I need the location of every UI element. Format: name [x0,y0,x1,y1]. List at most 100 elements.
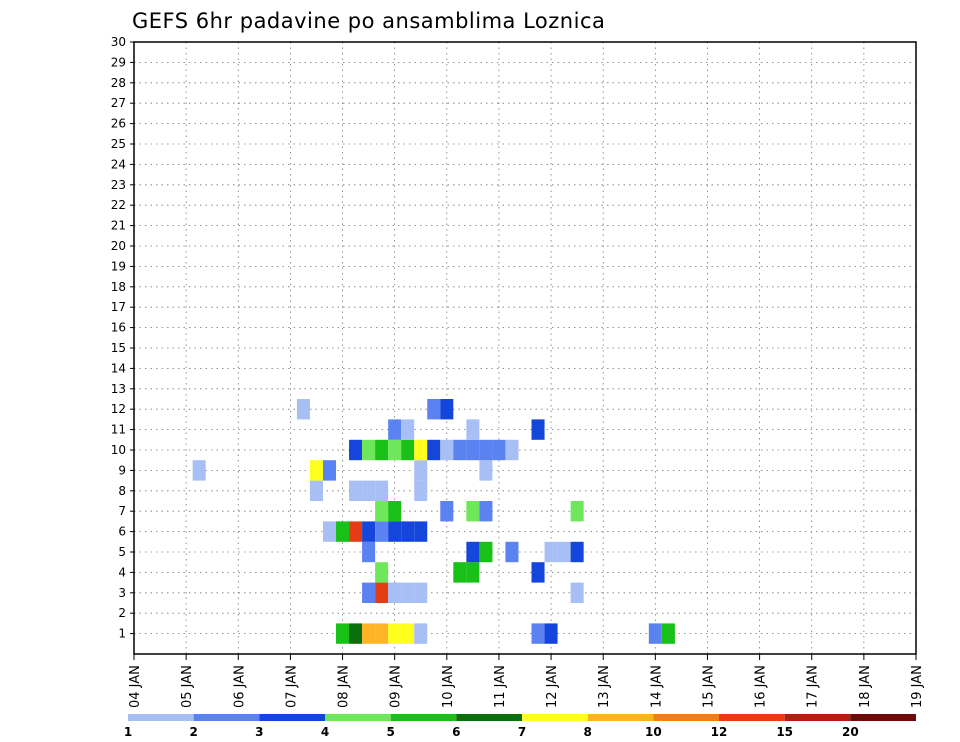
data-cell-member-8 [349,480,363,501]
color-legend: 1 2 3 4 5 6 7 8 10 12 15 20 [124,714,916,739]
data-cell-member-8 [309,480,323,501]
data-cell-member-12 [296,399,310,420]
data-cell-member-9 [479,460,493,481]
data-cell-member-10 [505,439,519,461]
x-tick-label: 14 JAN [649,665,664,708]
data-cell-member-5 [362,541,376,563]
y-tick-label: 26 [111,117,126,131]
y-tick-label: 21 [111,219,126,233]
y-tick-label: 15 [111,341,126,355]
data-cell-member-3 [375,582,389,603]
data-cell-member-6 [375,521,389,542]
y-tick-label: 23 [111,178,126,192]
data-cell-member-7 [570,501,584,522]
legend-label: 6 [452,725,460,739]
data-cell-member-7 [440,501,454,522]
data-cell-member-3 [388,582,402,603]
y-tick-label: 17 [111,300,126,314]
data-cell-member-6 [401,521,415,542]
data-cell-member-10 [375,439,389,461]
legend-label: 20 [842,725,859,739]
data-cell-member-3 [414,582,428,603]
y-tick-label: 12 [111,402,126,416]
data-cell-member-1 [414,623,428,644]
legend-label: 7 [518,725,526,739]
data-cell-member-4 [531,562,545,583]
legend-swatch [587,714,654,721]
data-cell-member-10 [479,439,493,461]
x-tick-label: 07 JAN [284,665,299,708]
data-cell-member-1 [661,623,675,644]
data-cell-member-6 [322,521,337,542]
data-cell-member-10 [388,439,402,461]
data-cell-member-11 [466,419,480,440]
legend-label: 12 [711,725,728,739]
y-tick-label: 16 [111,321,126,335]
legend-swatch [850,714,916,721]
data-cell-member-10 [492,439,506,461]
data-cell-member-1 [544,623,558,644]
data-cell-member-10 [466,439,480,461]
x-tick-label: 17 JAN [806,665,821,708]
data-cell-member-1 [362,623,376,644]
legend-swatch [719,714,785,721]
y-tick-label: 11 [111,423,126,437]
y-tick-label: 25 [111,137,126,151]
y-tick-label: 29 [111,55,126,69]
data-cell-member-3 [570,582,584,603]
x-tick-label: 16 JAN [754,665,769,708]
legend-label: 1 [124,725,132,739]
data-cell-member-6 [336,521,350,542]
data-cell-member-1 [388,623,402,644]
x-tick-label: 09 JAN [389,665,404,708]
data-cell-member-6 [388,521,402,542]
data-cell-member-7 [466,501,480,522]
y-tick-label: 20 [111,239,126,253]
y-tick-label: 10 [111,443,126,457]
y-tick-label: 1 [118,627,126,641]
legend-label: 2 [189,725,197,739]
data-cell-member-5 [557,541,571,563]
data-cell-member-9 [192,460,206,481]
y-tick-label: 8 [118,484,126,498]
y-tick-label: 13 [111,382,126,396]
y-tick-label: 19 [111,259,126,273]
legend-swatch [390,714,457,721]
legend-swatch [259,714,325,721]
data-cell-member-5 [505,541,519,563]
y-tick-label: 4 [118,565,126,579]
data-cell-member-5 [479,541,493,563]
data-cell-member-4 [375,562,389,583]
data-cell-member-3 [362,582,376,603]
data-cell-member-10 [349,439,363,461]
data-cell-member-8 [362,480,376,501]
x-tick-label: 11 JAN [493,665,508,708]
grid-lines [134,41,916,654]
data-cell-member-9 [414,460,428,481]
y-tick-label: 5 [118,545,126,559]
data-cell-member-11 [388,419,402,440]
data-cell-member-12 [427,399,441,420]
data-cell-member-5 [544,541,558,563]
x-tick-label: 12 JAN [545,665,560,708]
chart-title: GEFS 6hr padavine po ansamblima Loznica [132,9,605,33]
x-tick-label: 13 JAN [597,665,612,708]
x-tick-label: 18 JAN [858,665,873,708]
x-tick-label: 10 JAN [441,665,456,708]
data-cell-member-10 [453,439,467,461]
x-tick-label: 08 JAN [337,665,352,708]
legend-label: 10 [645,725,662,739]
y-tick-label: 18 [111,280,126,294]
x-tick-label: 15 JAN [701,665,716,708]
x-tick-label: 04 JAN [128,665,143,708]
data-cell-member-8 [414,480,428,501]
legend-swatch [522,714,588,721]
y-tick-label: 3 [118,586,126,600]
legend-swatch [784,714,851,721]
data-cell-member-7 [375,501,389,522]
y-tick-label: 30 [111,35,126,49]
data-cell-member-6 [349,521,363,542]
legend-swatch [193,714,260,721]
data-cell-member-10 [362,439,376,461]
